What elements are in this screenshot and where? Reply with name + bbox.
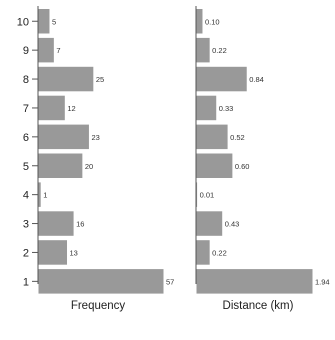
distance-value-label-3: 0.43 <box>225 220 240 229</box>
frequency-value-label-3: 16 <box>76 220 84 229</box>
distance-bar-9 <box>196 37 210 63</box>
distance-value-label-9: 0.22 <box>212 46 227 55</box>
distance-bar-5 <box>196 153 233 178</box>
distance-bar-4 <box>196 182 198 207</box>
distance-value-label-8: 0.84 <box>249 75 264 84</box>
frequency-bar-1 <box>38 269 164 294</box>
distance-value-label-1: 1.94 <box>315 277 330 286</box>
y-tick-label-9: 9 <box>23 45 29 57</box>
distance-bar-10 <box>196 9 203 34</box>
frequency-bars <box>38 9 164 294</box>
distance-value-label-4: 0.01 <box>200 191 215 200</box>
distance-value-label-7: 0.33 <box>219 104 234 113</box>
y-tick-label-5: 5 <box>23 161 29 173</box>
distance-value-labels: 1.94 0.22 0.43 0.01 0.60 0.52 0.33 0.84 0.22 0.10 <box>200 17 330 286</box>
distance-value-label-6: 0.52 <box>230 133 245 142</box>
y-tick-label-7: 7 <box>23 103 29 115</box>
frequency-bar-2 <box>38 240 68 265</box>
frequency-value-label-4: 1 <box>43 191 47 200</box>
distance-value-label-2: 0.22 <box>212 248 227 257</box>
frequency-bar-3 <box>38 211 74 236</box>
frequency-bar-8 <box>38 66 94 92</box>
frequency-value-label-8: 25 <box>96 75 104 84</box>
distance-bar-7 <box>196 95 217 121</box>
distance-panel: 1.94 0.22 0.43 0.01 0.60 0.52 0.33 0.84 0.22 0.10… <box>195 6 330 312</box>
y-tick-label-3: 3 <box>23 219 29 231</box>
frequency-value-labels: 57 13 16 1 20 23 12 25 7 5 <box>43 17 174 286</box>
frequency-value-label-6: 23 <box>91 133 99 142</box>
y-tick-label-8: 8 <box>23 74 29 86</box>
distance-value-label-10: 0.10 <box>205 17 220 26</box>
frequency-bar-7 <box>38 95 65 121</box>
y-tick-label-10: 10 <box>17 16 29 28</box>
distance-bar-3 <box>196 211 223 236</box>
frequency-y-ticks: 1 2 3 4 5 6 7 8 9 10 <box>17 16 38 288</box>
frequency-value-label-5: 20 <box>85 162 93 171</box>
frequency-value-label-10: 5 <box>52 17 56 26</box>
distance-value-label-5: 0.60 <box>235 162 250 171</box>
y-tick-label-1: 1 <box>23 276 29 288</box>
y-tick-label-2: 2 <box>23 247 29 259</box>
distance-bar-6 <box>196 124 228 150</box>
y-tick-label-4: 4 <box>23 190 29 202</box>
frequency-axis-title: Frequency <box>71 300 126 312</box>
distance-bars <box>196 9 313 294</box>
frequency-value-label-7: 12 <box>67 104 75 113</box>
distance-bar-8 <box>196 66 247 92</box>
frequency-bar-10 <box>38 9 50 34</box>
distance-axis-title: Distance (km) <box>223 300 294 312</box>
distance-bar-2 <box>196 240 210 265</box>
frequency-bar-6 <box>38 124 89 150</box>
frequency-value-label-1: 57 <box>166 277 174 286</box>
frequency-bar-5 <box>38 153 83 178</box>
frequency-value-label-9: 7 <box>56 46 60 55</box>
frequency-value-label-2: 13 <box>70 248 78 257</box>
frequency-bar-4 <box>38 182 41 207</box>
frequency-bar-9 <box>38 37 54 63</box>
distance-bar-1 <box>196 269 313 294</box>
y-tick-label-6: 6 <box>23 132 29 144</box>
